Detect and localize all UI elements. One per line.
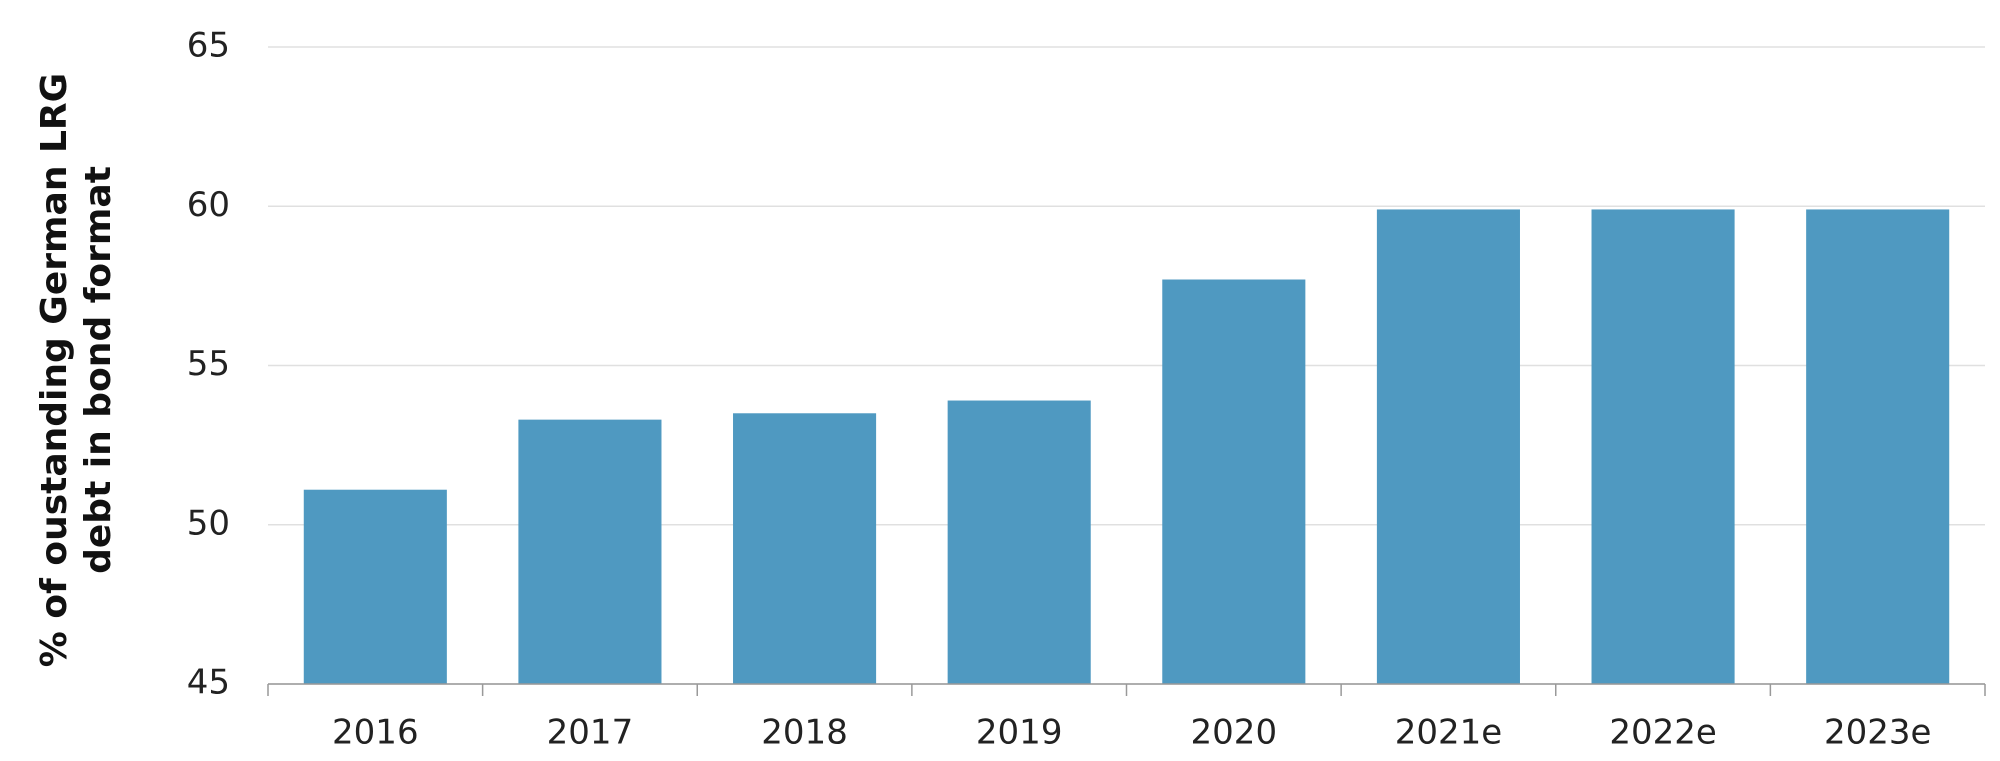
y-tick-label: 60 <box>187 185 230 225</box>
x-tick-label: 2019 <box>976 713 1063 753</box>
bar <box>1376 209 1520 684</box>
bar <box>947 400 1091 684</box>
bar <box>303 489 447 684</box>
x-tick-label: 2023e <box>1824 713 1931 753</box>
x-tick-label: 2020 <box>1191 713 1278 753</box>
y-tick-label: 55 <box>187 344 230 384</box>
bar <box>518 419 662 684</box>
y-tick-label: 50 <box>187 503 230 543</box>
x-tick-label: 2016 <box>332 713 419 753</box>
x-tick-label: 2021e <box>1395 713 1502 753</box>
bar <box>1806 209 1950 684</box>
y-axis-label-line: % of oustanding German LRG <box>34 73 75 667</box>
bar <box>1162 279 1306 684</box>
bar <box>1591 209 1735 684</box>
y-axis-label: % of oustanding German LRG debt in bond … <box>34 73 119 667</box>
x-tick-label: 2017 <box>547 713 634 753</box>
y-tick-label: 65 <box>187 26 230 66</box>
bar <box>733 413 877 684</box>
x-tick-label: 2022e <box>1609 713 1716 753</box>
x-tick-label: 2018 <box>761 713 848 753</box>
y-axis-label-line: debt in bond format <box>78 166 119 574</box>
y-tick-label: 45 <box>187 663 230 703</box>
